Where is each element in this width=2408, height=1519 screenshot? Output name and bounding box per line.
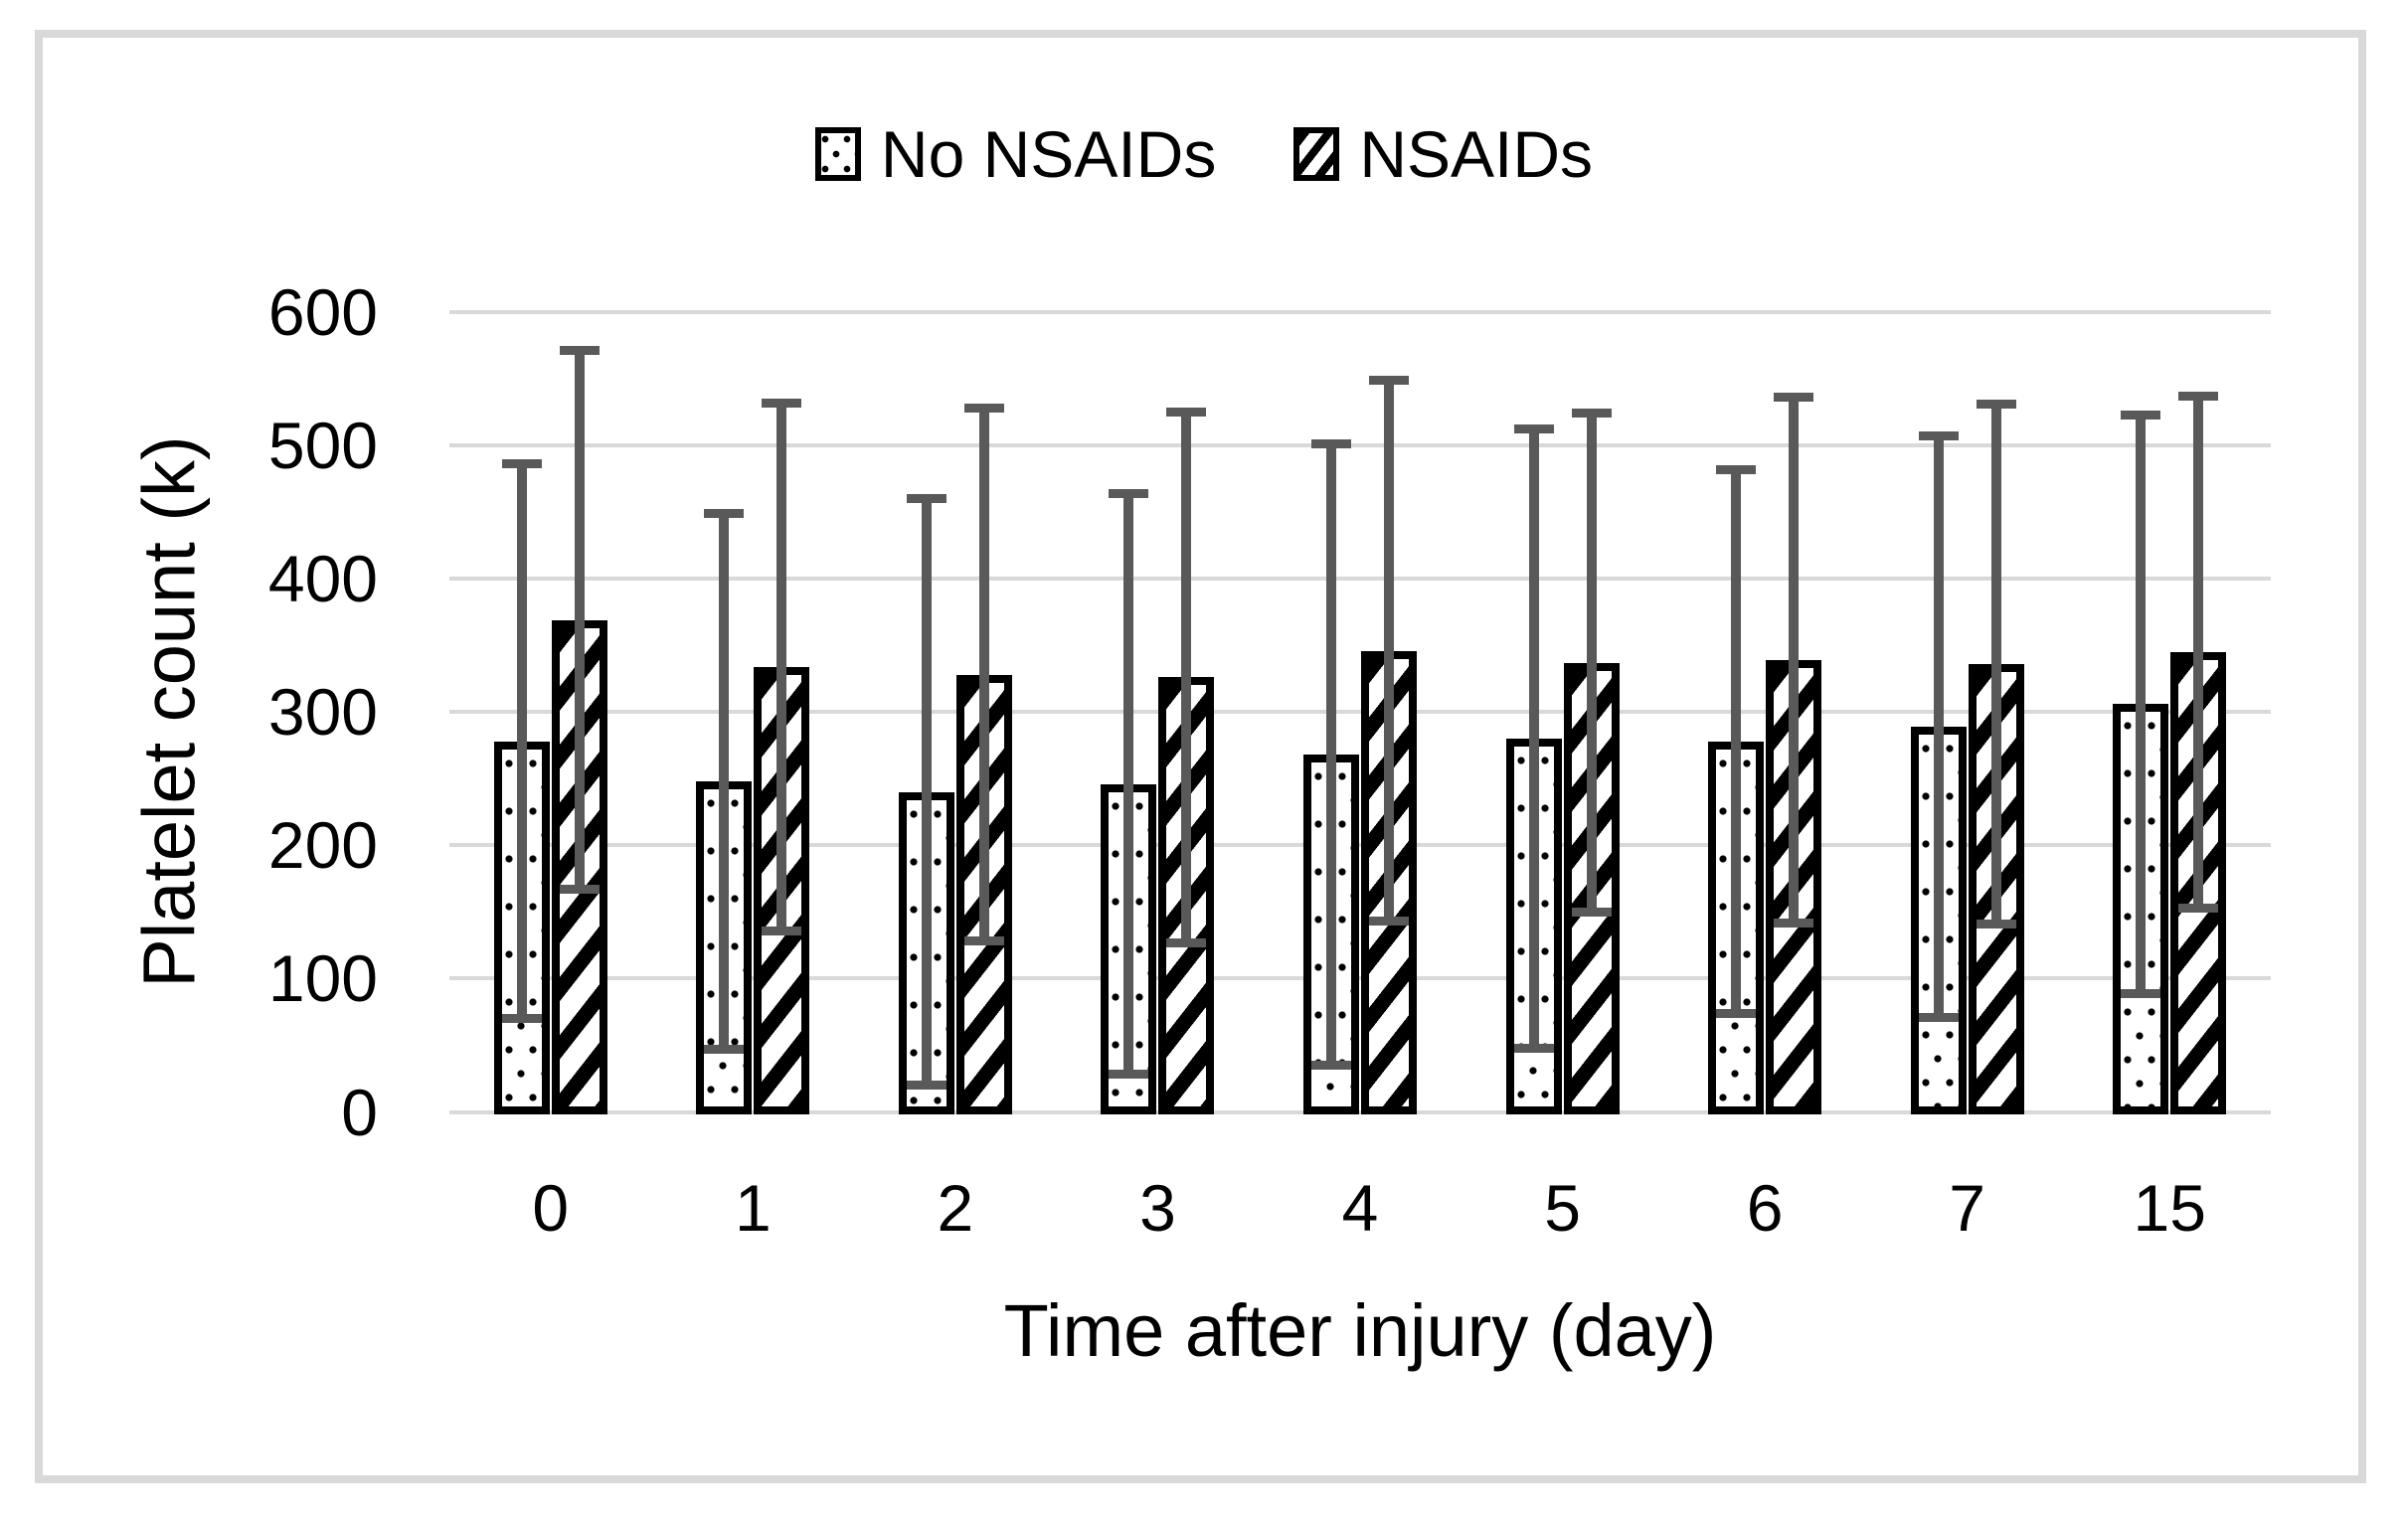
error-cap-bottom — [1774, 918, 1814, 928]
error-cap-top — [1571, 409, 1612, 419]
error-cap-top — [2121, 410, 2161, 420]
error-cap-top — [963, 404, 1004, 414]
error-cap-top — [1513, 424, 1554, 434]
legend-swatch-stripes-icon — [1293, 127, 1340, 181]
y-tick-label-300: 300 — [267, 675, 378, 750]
x-tick-label-7: 7 — [1949, 1171, 1986, 1245]
error-bar-nsaids-day-4 — [1384, 380, 1394, 922]
legend-item-no-nsaids: No NSAIDs — [814, 117, 1217, 191]
legend: No NSAIDs NSAIDs — [0, 117, 2408, 191]
x-tick-label-6: 6 — [1746, 1171, 1784, 1245]
y-tick-label-0: 0 — [341, 1075, 378, 1149]
gridline-y-0 — [449, 1109, 2271, 1114]
error-cap-bottom — [1918, 1012, 1959, 1022]
x-tick-label-5: 5 — [1544, 1171, 1581, 1245]
y-tick-label-500: 500 — [267, 409, 378, 483]
error-cap-top — [1976, 400, 2016, 410]
error-bar-nsaids-day-5 — [1586, 413, 1597, 913]
error-cap-top — [1109, 488, 1149, 498]
error-cap-bottom — [1513, 1043, 1554, 1053]
error-cap-bottom — [1109, 1070, 1149, 1080]
error-cap-top — [501, 459, 542, 469]
gridline-y-200 — [449, 843, 2271, 848]
bar-nsaids-day-7 — [1968, 663, 2024, 1115]
legend-label-no-nsaids: No NSAIDs — [880, 117, 1217, 191]
error-cap-bottom — [1311, 1061, 1351, 1071]
y-tick-label-100: 100 — [267, 941, 378, 1016]
error-cap-bottom — [559, 885, 600, 895]
y-tick-label-400: 400 — [267, 542, 378, 616]
error-bar-no-nsaids-day-6 — [1731, 469, 1742, 1014]
gridline-y-500 — [449, 443, 2271, 448]
error-cap-bottom — [501, 1014, 542, 1024]
error-bar-no-nsaids-day-15 — [2136, 415, 2147, 994]
legend-item-nsaids: NSAIDs — [1293, 117, 1593, 191]
error-bar-nsaids-day-3 — [1181, 412, 1192, 943]
error-bar-no-nsaids-day-2 — [921, 498, 932, 1086]
error-cap-bottom — [1976, 919, 2016, 928]
error-bar-no-nsaids-day-7 — [1933, 435, 1944, 1018]
x-tick-label-4: 4 — [1341, 1171, 1379, 1245]
gridline-y-600 — [449, 310, 2271, 314]
bar-no-nsaids-day-0 — [493, 741, 550, 1115]
error-bar-nsaids-day-0 — [574, 350, 585, 890]
x-tick-label-0: 0 — [532, 1171, 570, 1245]
error-bar-nsaids-day-6 — [1789, 397, 1800, 924]
error-cap-bottom — [2178, 903, 2219, 913]
error-cap-bottom — [1716, 1008, 1757, 1018]
error-cap-top — [2178, 391, 2219, 401]
legend-label-nsaids: NSAIDs — [1359, 117, 1594, 191]
error-cap-bottom — [1369, 917, 1409, 927]
error-cap-top — [1369, 375, 1409, 385]
error-bar-no-nsaids-day-1 — [719, 513, 730, 1050]
error-bar-no-nsaids-day-0 — [516, 463, 527, 1019]
gridline-y-100 — [449, 976, 2271, 981]
error-cap-bottom — [1571, 907, 1612, 917]
error-cap-bottom — [1166, 937, 1207, 947]
error-cap-top — [1774, 393, 1814, 403]
error-bar-no-nsaids-day-3 — [1123, 493, 1134, 1075]
x-tick-label-2: 2 — [937, 1171, 974, 1245]
error-bar-no-nsaids-day-5 — [1528, 428, 1539, 1049]
error-cap-top — [762, 398, 802, 408]
gridline-y-300 — [449, 710, 2271, 715]
error-bar-nsaids-day-2 — [978, 408, 989, 941]
error-cap-bottom — [963, 936, 1004, 946]
legend-swatch-dots-icon — [814, 127, 861, 181]
x-tick-label-1: 1 — [734, 1171, 772, 1245]
x-axis-title: Time after injury (day) — [1003, 1289, 1717, 1372]
error-cap-bottom — [2121, 988, 2161, 998]
error-bar-nsaids-day-1 — [776, 403, 787, 931]
y-tick-label-600: 600 — [267, 275, 378, 349]
bar-nsaids-day-15 — [2170, 651, 2227, 1115]
error-bar-nsaids-day-15 — [2193, 396, 2204, 909]
gridline-y-400 — [449, 577, 2271, 582]
error-cap-top — [1918, 431, 1959, 441]
error-cap-bottom — [906, 1081, 946, 1091]
error-bar-nsaids-day-7 — [1990, 404, 2001, 925]
error-cap-top — [906, 494, 946, 504]
error-cap-top — [1716, 464, 1757, 474]
error-cap-bottom — [704, 1044, 745, 1054]
x-tick-label-3: 3 — [1139, 1171, 1176, 1245]
error-cap-bottom — [762, 926, 802, 935]
error-cap-top — [704, 508, 745, 518]
x-tick-label-15: 15 — [2133, 1171, 2206, 1245]
error-bar-no-nsaids-day-4 — [1326, 443, 1336, 1066]
error-cap-top — [1166, 408, 1207, 418]
error-cap-top — [1311, 439, 1351, 449]
error-cap-top — [559, 346, 600, 356]
y-tick-label-200: 200 — [267, 808, 378, 883]
